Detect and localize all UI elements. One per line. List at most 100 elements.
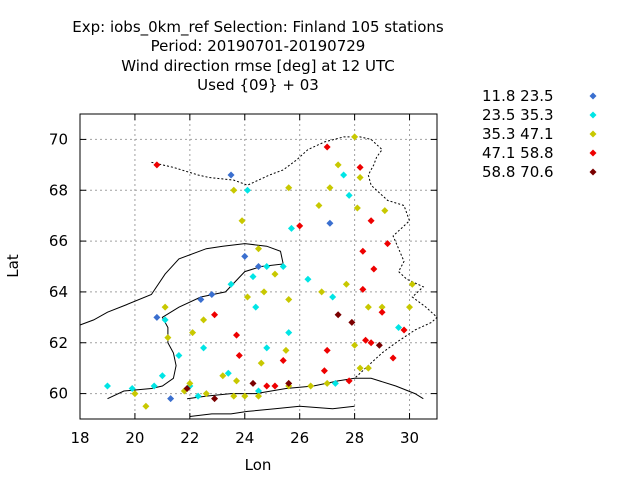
country-border [151,136,438,379]
data-point [227,171,235,179]
data-point [257,359,265,367]
data-point [238,217,246,225]
data-point [211,395,219,403]
data-point [356,174,364,182]
data-point [211,311,219,319]
grid-lines [80,114,437,419]
data-point [241,252,249,260]
data-points [103,133,416,410]
data-point [331,379,339,387]
plot-frame [79,113,438,420]
y-axis-ticks: 60 62 64 66 68 70 [49,130,437,403]
legend-label: 47.1 58.8 [482,144,554,162]
data-point [342,280,350,288]
data-point [158,372,166,380]
data-point [362,336,370,344]
coastline [187,377,424,400]
data-point [183,385,191,392]
data-point [233,331,241,339]
data-point [252,303,260,311]
data-point [400,326,408,334]
x-axis-ticks: 18 20 22 24 26 28 30 [70,114,419,447]
data-point [241,392,249,400]
data-point [329,293,337,301]
data-point [323,379,331,387]
data-point [153,313,161,321]
x-tick-label: 18 [70,429,89,447]
data-point [175,351,183,359]
y-tick-label: 60 [49,385,68,403]
data-point [345,377,353,385]
data-point [381,207,389,215]
data-point [395,324,403,331]
legend-marker [589,130,597,138]
data-point [370,265,378,273]
legend-label: 23.5 35.3 [482,106,554,124]
data-point [326,219,334,227]
data-point [153,161,161,169]
title-line-4: Used {09} + 03 [197,76,319,94]
data-point [356,364,364,372]
data-point [161,316,169,324]
data-point [285,296,293,304]
data-point [263,263,271,270]
data-point [233,377,241,385]
data-point [367,217,375,225]
legend-label: 35.3 47.1 [482,125,554,143]
y-tick-label: 62 [49,334,68,352]
x-tick-label: 30 [400,429,419,447]
x-tick-label: 28 [345,429,364,447]
y-tick-label: 68 [49,181,68,199]
x-tick-label: 20 [125,429,144,447]
title-line-2: Period: 20190701-20190729 [151,37,366,55]
y-tick-label: 64 [49,283,68,301]
data-point [318,288,326,296]
data-point [249,273,257,281]
data-point [219,372,227,380]
data-point [408,280,416,288]
data-point [359,285,367,293]
data-point [164,334,172,342]
data-point [359,247,367,255]
coastline [189,405,355,417]
data-point [227,280,235,288]
data-point [323,346,331,354]
data-point [194,392,202,400]
data-point [334,311,342,319]
y-axis-label: Lat [4,254,22,278]
data-point [351,133,359,141]
data-point [315,202,323,209]
data-point [161,303,169,311]
data-point [375,341,383,349]
coastline [79,243,284,400]
data-point [263,382,271,390]
x-axis-label: Lon [245,456,272,474]
data-point [364,364,372,372]
data-point [131,390,139,398]
data-point [353,204,361,212]
data-point [323,143,331,151]
data-point [150,382,158,390]
title-line-1: Exp: iobs_0km_ref Selection: Finland 105… [72,18,444,37]
legend-marker [589,149,597,157]
data-point [271,270,279,278]
data-point [282,346,290,354]
data-point [208,290,216,298]
data-point [186,379,194,387]
data-point [255,245,262,253]
data-point [279,263,287,270]
data-point [287,224,295,232]
data-point [230,392,238,400]
data-point [348,318,356,326]
data-point [367,339,375,347]
data-point [255,392,262,400]
data-point [103,382,111,390]
legend-marker [589,111,597,119]
data-point [285,184,293,192]
data-point [285,329,293,337]
data-point [244,186,252,194]
data-point [307,382,315,390]
data-point [197,296,205,304]
data-point [167,395,175,403]
data-point [255,387,262,395]
